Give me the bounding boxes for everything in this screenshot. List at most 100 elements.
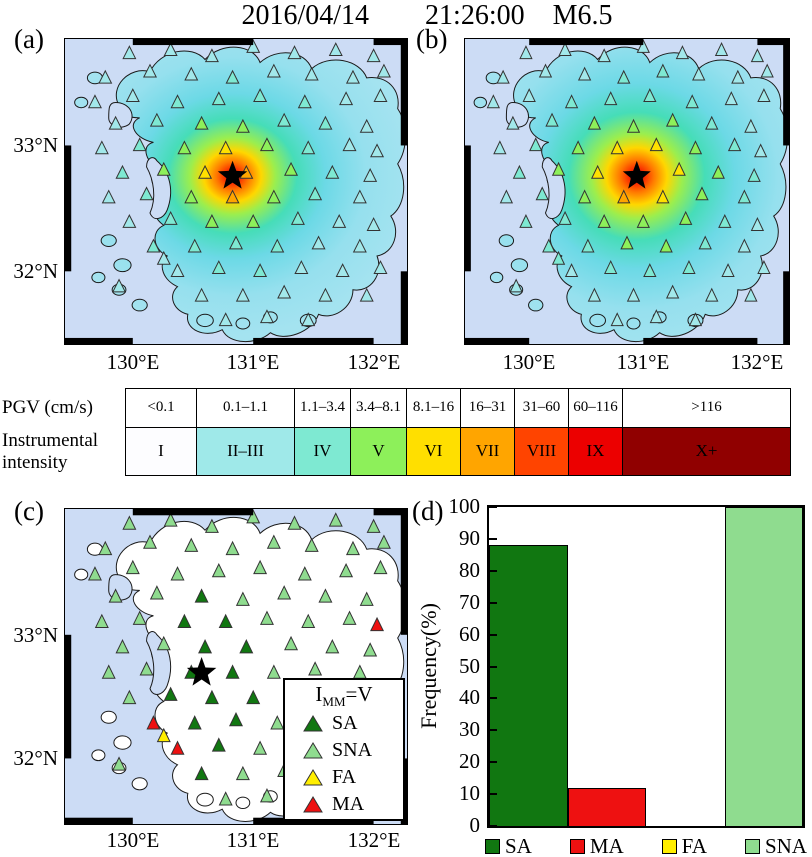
station-marker (278, 286, 290, 298)
station-marker (361, 593, 373, 606)
station-marker (164, 43, 176, 55)
pgv-cell-0: <0.1 (126, 389, 196, 428)
station-marker (530, 138, 542, 150)
station-marker (650, 310, 662, 322)
station-marker (123, 215, 135, 227)
station-marker (195, 767, 207, 780)
station-marker (247, 215, 259, 227)
station-marker (164, 212, 176, 224)
station-marker (99, 542, 111, 555)
frame-bar (643, 337, 758, 345)
y-tick-label-60: 60 (459, 621, 480, 646)
lat-label-33n-a: 33°N (13, 133, 58, 157)
station-marker (178, 141, 190, 153)
y-tick-mark (489, 569, 497, 572)
pgv-row-label: PGV (cm/s) (2, 397, 93, 418)
figure-title: 2016/04/14 21:26:00 M6.5 (241, 0, 613, 31)
station-marker (89, 567, 101, 580)
station-marker (333, 215, 345, 227)
station-marker (536, 188, 548, 200)
station-marker (213, 92, 225, 104)
station-marker (371, 145, 383, 157)
y-tick-mark (489, 729, 497, 732)
station-marker (716, 43, 728, 55)
station-marker (199, 640, 211, 653)
station-marker (319, 589, 331, 602)
y-tick-label-0: 0 (469, 813, 481, 837)
station-marker (637, 40, 649, 52)
station-marker (706, 289, 718, 301)
station-marker (690, 313, 702, 325)
station-marker (738, 191, 750, 203)
sna-triangle-icon (303, 742, 323, 759)
lat-label-33n-c: 33°N (13, 623, 58, 647)
station-marker (725, 92, 737, 104)
station-marker (657, 65, 669, 77)
station-marker (199, 166, 211, 178)
station-marker (113, 757, 125, 770)
station-marker (237, 593, 249, 606)
lon-label-131e-a: 131°E (226, 350, 280, 374)
station-marker (254, 264, 266, 276)
station-marker (729, 138, 741, 150)
station-marker (650, 138, 662, 150)
station-marker (278, 114, 290, 126)
station-marker (566, 95, 578, 107)
station-marker (292, 212, 304, 224)
station-marker (299, 95, 311, 107)
pgv-cell-2: 1.1–3.4 (295, 389, 350, 428)
frame-bar (64, 634, 72, 759)
station-marker (667, 114, 679, 126)
y-tick-mark (489, 506, 497, 508)
frame-bar (464, 145, 471, 272)
station-marker (378, 65, 390, 77)
frame-bar (400, 271, 408, 345)
intensity-cell-2: IV (295, 427, 350, 475)
station-marker (103, 191, 115, 203)
station-marker (268, 65, 280, 77)
station-marker (347, 71, 359, 83)
legend-item-fa: FA (285, 764, 403, 791)
chart-legend-item-fa: FA (661, 834, 707, 857)
station-marker (579, 68, 591, 80)
y-tick-label-40: 40 (459, 685, 480, 710)
station-marker (326, 640, 338, 653)
station-marker (686, 95, 698, 107)
y-tick-label-10: 10 (459, 781, 480, 806)
frame-bar (64, 145, 72, 272)
station-marker (305, 539, 317, 552)
y-tick-mark (489, 601, 497, 604)
station-marker (330, 513, 342, 526)
station-marker (288, 46, 300, 58)
frame-bar (400, 38, 408, 146)
station-marker (268, 666, 280, 679)
station-marker (657, 191, 669, 203)
station-marker (680, 212, 692, 224)
station-marker (497, 71, 509, 83)
station-marker (361, 289, 373, 301)
station-marker (158, 252, 170, 264)
pgv-cell-5: 16–31 (461, 389, 514, 428)
station-marker (226, 666, 238, 679)
station-marker (326, 166, 338, 178)
frame-bar (373, 38, 408, 46)
y-tick-mark (489, 697, 497, 700)
station-marker (637, 215, 649, 227)
station-marker (261, 138, 273, 150)
pgv-cell-6: 31–60 (515, 389, 568, 428)
station-marker (189, 716, 201, 729)
panel-a-label: (a) (14, 24, 44, 54)
station-marker (621, 237, 633, 249)
frame-bar (64, 337, 133, 345)
station-marker (553, 163, 565, 175)
lat-label-32n-c: 32°N (13, 746, 58, 770)
station-marker (171, 95, 183, 107)
intensity-cell-6: VIII (515, 427, 568, 475)
station-marker (195, 289, 207, 301)
station-marker (237, 289, 249, 301)
station-marker (628, 120, 640, 132)
station-marker (237, 120, 249, 132)
station-marker (361, 120, 373, 132)
bars-container (489, 507, 803, 826)
station-marker (213, 564, 225, 577)
